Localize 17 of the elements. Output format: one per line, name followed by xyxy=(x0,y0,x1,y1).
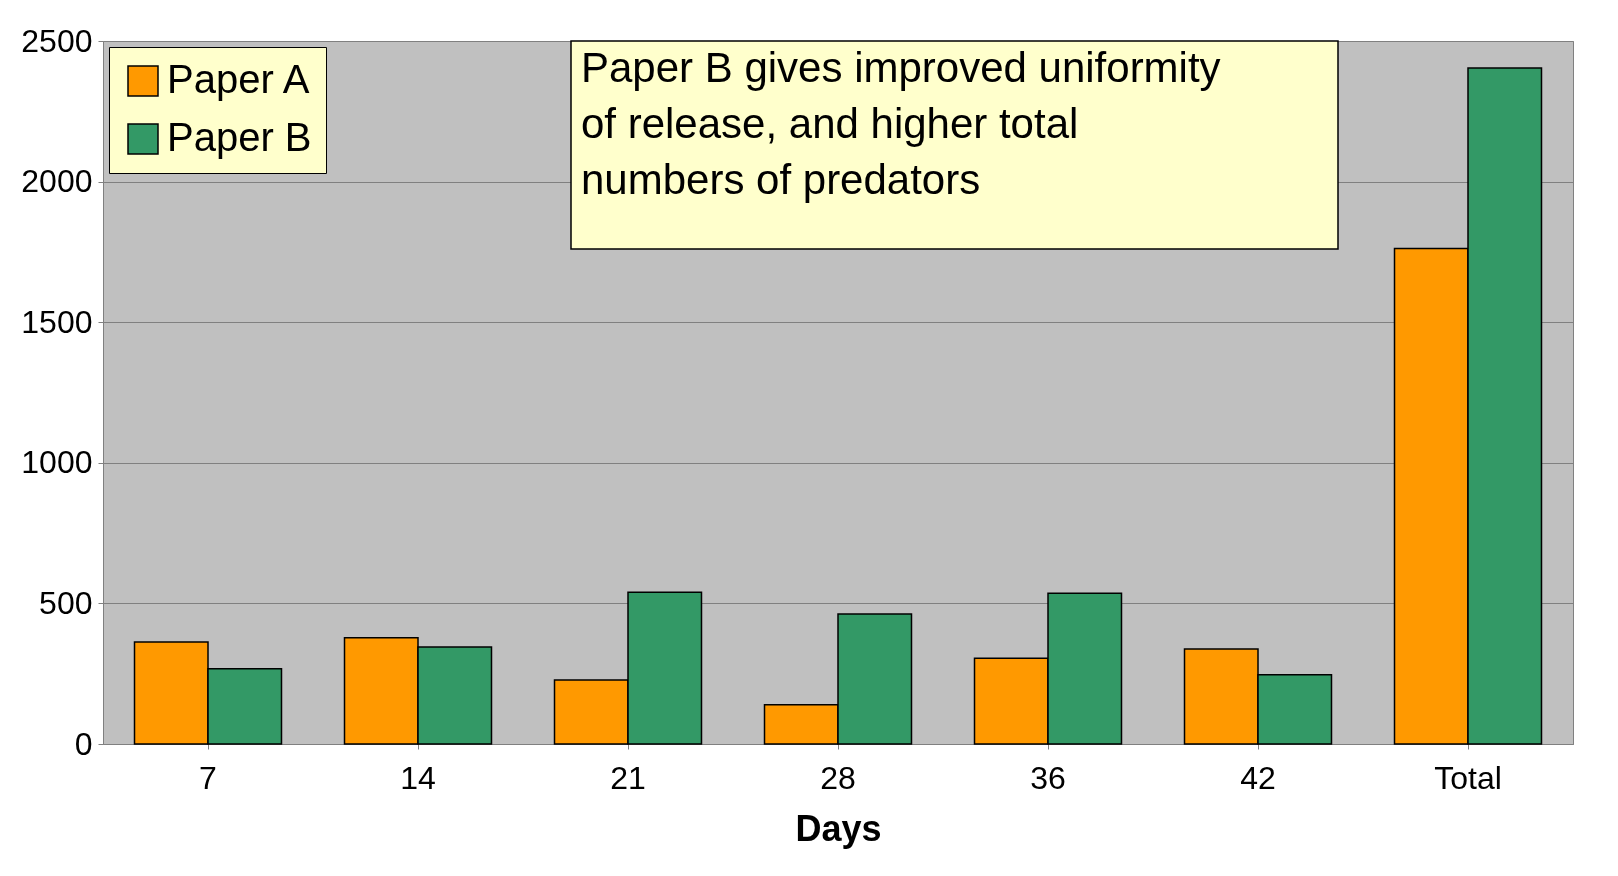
x-tick-label: Total xyxy=(1434,759,1502,796)
x-tick-label: 7 xyxy=(199,759,217,796)
y-tick-label: 500 xyxy=(39,584,93,621)
x-tick-label: 42 xyxy=(1240,759,1276,796)
x-tick-label: 28 xyxy=(820,759,856,796)
x-tick-label: 14 xyxy=(400,759,436,796)
y-tick-label: 2000 xyxy=(21,163,93,200)
x-tick-label: 36 xyxy=(1030,759,1066,796)
y-tick-label: 1000 xyxy=(21,444,93,481)
legend-label: Paper A xyxy=(167,57,310,101)
y-tick-label: 0 xyxy=(74,725,93,762)
y-tick-label: 1500 xyxy=(21,303,93,340)
legend-label: Paper B xyxy=(167,115,312,159)
x-tick-label: 21 xyxy=(610,759,646,796)
annotation: Paper B gives improved uniformity of release, and higher total numbers of predators xyxy=(581,44,1221,203)
x-axis-title: Days xyxy=(795,807,882,849)
y-tick-label: 2500 xyxy=(21,22,93,59)
